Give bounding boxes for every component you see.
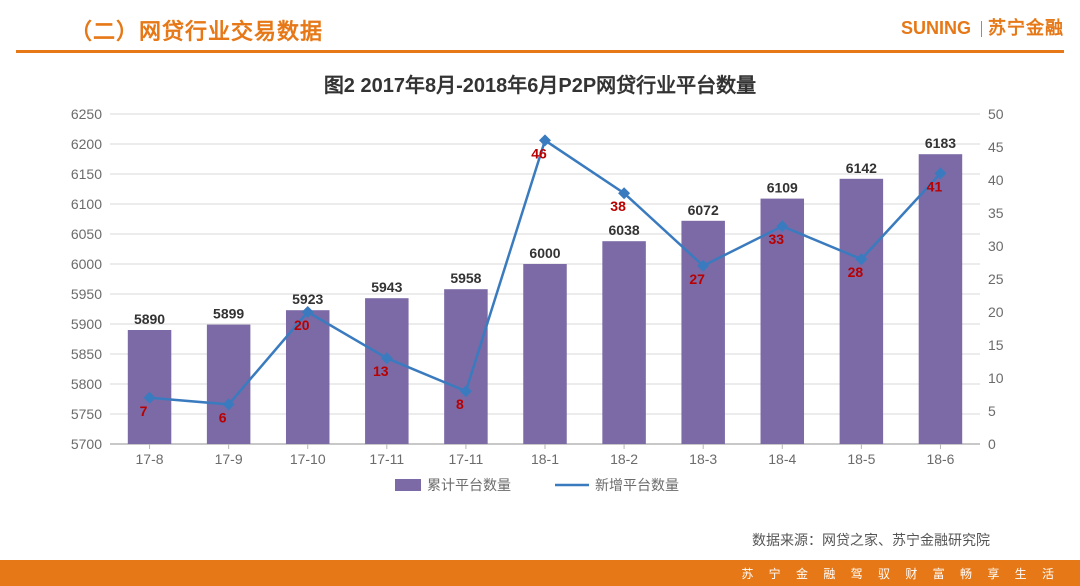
line-value-label: 46 bbox=[531, 145, 547, 161]
x-tick-label: 17-10 bbox=[290, 451, 326, 467]
line-value-label: 13 bbox=[373, 363, 389, 379]
bar-value-label: 6109 bbox=[767, 180, 798, 196]
footer-slogan: 苏 宁 金 融 驾 驭 财 富 畅 享 生 活 bbox=[741, 565, 1060, 582]
y-left-tick: 6100 bbox=[71, 196, 102, 212]
legend-bar-label: 累计平台数量 bbox=[427, 477, 511, 493]
y-right-tick: 40 bbox=[988, 172, 1004, 188]
y-left-tick: 6000 bbox=[71, 256, 102, 272]
bar-value-label: 6142 bbox=[846, 160, 877, 176]
brand-divider bbox=[981, 21, 982, 37]
line-value-label: 41 bbox=[927, 178, 943, 194]
bar-value-label: 6183 bbox=[925, 135, 956, 151]
brand-cn: 苏宁金融 bbox=[988, 18, 1064, 38]
combo-chart: 5700575058005850590059506000605061006150… bbox=[40, 104, 1040, 524]
section-title: （二）网贷行业交易数据 bbox=[70, 19, 323, 44]
y-left-tick: 5900 bbox=[71, 316, 102, 332]
bar bbox=[207, 325, 251, 444]
bar bbox=[840, 179, 884, 444]
y-right-tick: 10 bbox=[988, 370, 1004, 386]
data-source: 数据来源：网贷之家、苏宁金融研究院 bbox=[752, 530, 990, 550]
x-tick-label: 17-9 bbox=[215, 451, 243, 467]
y-left-tick: 6050 bbox=[71, 226, 102, 242]
x-tick-label: 18-5 bbox=[847, 451, 875, 467]
page-footer: 苏 宁 金 融 驾 驭 财 富 畅 享 生 活 bbox=[0, 560, 1080, 586]
bar bbox=[128, 330, 172, 444]
y-left-tick: 5800 bbox=[71, 376, 102, 392]
x-tick-label: 18-6 bbox=[926, 451, 954, 467]
y-right-tick: 5 bbox=[988, 403, 996, 419]
bar bbox=[523, 264, 567, 444]
bar-value-label: 5899 bbox=[213, 306, 244, 322]
y-right-tick: 25 bbox=[988, 271, 1004, 287]
x-tick-label: 18-1 bbox=[531, 451, 559, 467]
y-right-tick: 30 bbox=[988, 238, 1004, 254]
x-tick-label: 17-11 bbox=[369, 451, 404, 467]
page-header: （二）网贷行业交易数据 SUNING 苏宁金融 bbox=[0, 0, 1080, 46]
line-value-label: 33 bbox=[768, 231, 784, 247]
bar-value-label: 5943 bbox=[371, 279, 402, 295]
y-right-tick: 15 bbox=[988, 337, 1004, 353]
bar-value-label: 5958 bbox=[450, 270, 481, 286]
y-right-tick: 50 bbox=[988, 106, 1004, 122]
line-value-label: 20 bbox=[294, 317, 310, 333]
line-value-label: 27 bbox=[689, 271, 705, 287]
brand-en: SUNING bbox=[901, 18, 971, 38]
bar bbox=[681, 221, 725, 444]
source-text: 网贷之家、苏宁金融研究院 bbox=[822, 532, 990, 548]
line-value-label: 7 bbox=[140, 403, 148, 419]
y-right-tick: 45 bbox=[988, 139, 1004, 155]
bar-value-label: 6038 bbox=[609, 222, 640, 238]
y-left-tick: 5850 bbox=[71, 346, 102, 362]
chart-title: 图2 2017年8月-2018年6月P2P网贷行业平台数量 bbox=[20, 69, 1060, 98]
line-value-label: 28 bbox=[848, 264, 864, 280]
x-tick-label: 17-11 bbox=[449, 451, 484, 467]
bar bbox=[444, 289, 488, 444]
legend-line-label: 新增平台数量 bbox=[595, 477, 679, 493]
y-right-tick: 20 bbox=[988, 304, 1004, 320]
y-right-tick: 35 bbox=[988, 205, 1004, 221]
line-value-label: 6 bbox=[219, 409, 227, 425]
source-label: 数据来源： bbox=[752, 532, 822, 548]
y-left-tick: 6200 bbox=[71, 136, 102, 152]
y-left-tick: 5950 bbox=[71, 286, 102, 302]
y-left-tick: 6250 bbox=[71, 106, 102, 122]
x-tick-label: 18-2 bbox=[610, 451, 638, 467]
y-left-tick: 6150 bbox=[71, 166, 102, 182]
bar bbox=[602, 241, 646, 444]
bar bbox=[919, 154, 963, 444]
bar-value-label: 6000 bbox=[529, 245, 560, 261]
bar-value-label: 6072 bbox=[688, 202, 719, 218]
line-value-label: 38 bbox=[610, 198, 626, 214]
x-tick-label: 18-3 bbox=[689, 451, 717, 467]
x-tick-label: 17-8 bbox=[136, 451, 164, 467]
y-left-tick: 5700 bbox=[71, 436, 102, 452]
bar-value-label: 5923 bbox=[292, 291, 323, 307]
bar-value-label: 5890 bbox=[134, 311, 165, 327]
brand-logo: SUNING 苏宁金融 bbox=[901, 14, 1064, 40]
line-value-label: 8 bbox=[456, 396, 464, 412]
chart-container: 图2 2017年8月-2018年6月P2P网贷行业平台数量 5700575058… bbox=[0, 53, 1080, 524]
legend-swatch-bar bbox=[395, 479, 421, 491]
y-left-tick: 5750 bbox=[71, 406, 102, 422]
y-right-tick: 0 bbox=[988, 436, 996, 452]
x-tick-label: 18-4 bbox=[768, 451, 796, 467]
